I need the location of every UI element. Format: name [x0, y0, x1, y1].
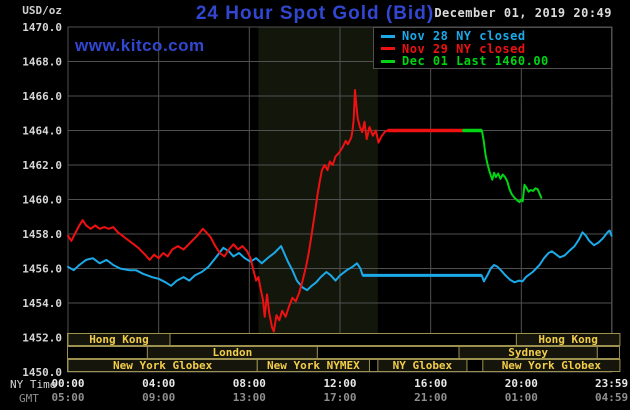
svg-text:09:00: 09:00 [142, 391, 175, 404]
svg-text:00:00: 00:00 [51, 377, 84, 390]
svg-text:05:00: 05:00 [51, 391, 84, 404]
series-line-1 [67, 89, 464, 333]
legend-swatch-dec01 [381, 59, 395, 63]
session-label: Hong Kong [538, 333, 598, 346]
legend-swatch-nov28 [381, 34, 395, 38]
svg-text:08:00: 08:00 [233, 377, 266, 390]
legend-item-dec01: Dec 01 Last 1460.00 [374, 54, 611, 69]
svg-text:23:59: 23:59 [595, 377, 628, 390]
session-box [482, 359, 621, 372]
series-line-0 [67, 229, 613, 292]
nymex-session-band [258, 27, 378, 333]
svg-text:16:00: 16:00 [414, 377, 447, 390]
session-box [515, 333, 621, 346]
session-label: Sydney [508, 346, 548, 359]
x-axis-row-label-ny-time: NY Time [10, 378, 57, 391]
svg-text:1462.0: 1462.0 [22, 159, 62, 172]
session-label: New York NYMEX [267, 359, 360, 372]
svg-text:1450.0: 1450.0 [22, 366, 62, 379]
session-box [458, 346, 598, 359]
svg-text:21:00: 21:00 [414, 391, 447, 404]
series-line-2 [461, 128, 543, 204]
svg-text:20:00: 20:00 [505, 377, 538, 390]
legend-label-dec01: Dec 01 Last 1460.00 [402, 54, 549, 69]
legend-item-nov29: Nov 29 NY closed [374, 41, 611, 56]
svg-text:1458.0: 1458.0 [22, 228, 62, 241]
legend-item-nov28: Nov 28 NY closed [374, 29, 611, 44]
chart-title: 24 Hour Spot Gold (Bid) [195, 3, 435, 24]
y-axis-tick-labels: 1450.0 1452.0 1454.0 1456.0 1458.0 1460.0 1462… [22, 21, 62, 379]
legend-box [373, 27, 612, 69]
svg-text:1468.0: 1468.0 [22, 56, 62, 69]
session-label: London [212, 346, 252, 359]
svg-text:17:00: 17:00 [323, 391, 356, 404]
session-box [67, 333, 171, 346]
kitco-watermark-link[interactable]: www.kitco.com [75, 36, 205, 55]
session-box [256, 359, 370, 372]
timestamp: December 01, 2019 20:49 [434, 6, 612, 20]
svg-text:1466.0: 1466.0 [22, 90, 62, 103]
series-polyline [461, 129, 543, 204]
session-label: Hong Kong [89, 333, 149, 346]
svg-text:1464.0: 1464.0 [22, 125, 62, 138]
session-label: New York Globex [113, 359, 213, 372]
svg-text:1456.0: 1456.0 [22, 263, 62, 276]
series-polyline [67, 229, 613, 292]
svg-text:04:00: 04:00 [142, 377, 175, 390]
session-box [377, 359, 468, 372]
svg-text:13:00: 13:00 [233, 391, 266, 404]
session-box [146, 346, 318, 359]
svg-text:1452.0: 1452.0 [22, 332, 62, 345]
svg-text:1460.0: 1460.0 [22, 194, 62, 207]
grid-lines [67, 26, 613, 373]
svg-text:1470.0: 1470.0 [22, 21, 62, 34]
y-axis-unit-label: USD/oz [22, 4, 62, 17]
session-label: NY Globex [393, 359, 453, 372]
svg-text:1454.0: 1454.0 [22, 297, 62, 310]
legend: Nov 28 NY closed Nov 29 NY closed Dec 01… [374, 28, 611, 70]
svg-text:01:00: 01:00 [505, 391, 538, 404]
legend-swatch-nov29 [381, 47, 395, 51]
series-polyline [67, 89, 464, 333]
x-axis-row-label-gmt: GMT [19, 392, 39, 405]
svg-text:12:00: 12:00 [323, 377, 356, 390]
svg-text:04:59: 04:59 [595, 391, 628, 404]
legend-label-nov28: Nov 28 NY closed [402, 29, 526, 44]
legend-label-nov29: Nov 29 NY closed [402, 41, 526, 56]
session-label: New York Globex [502, 359, 602, 372]
